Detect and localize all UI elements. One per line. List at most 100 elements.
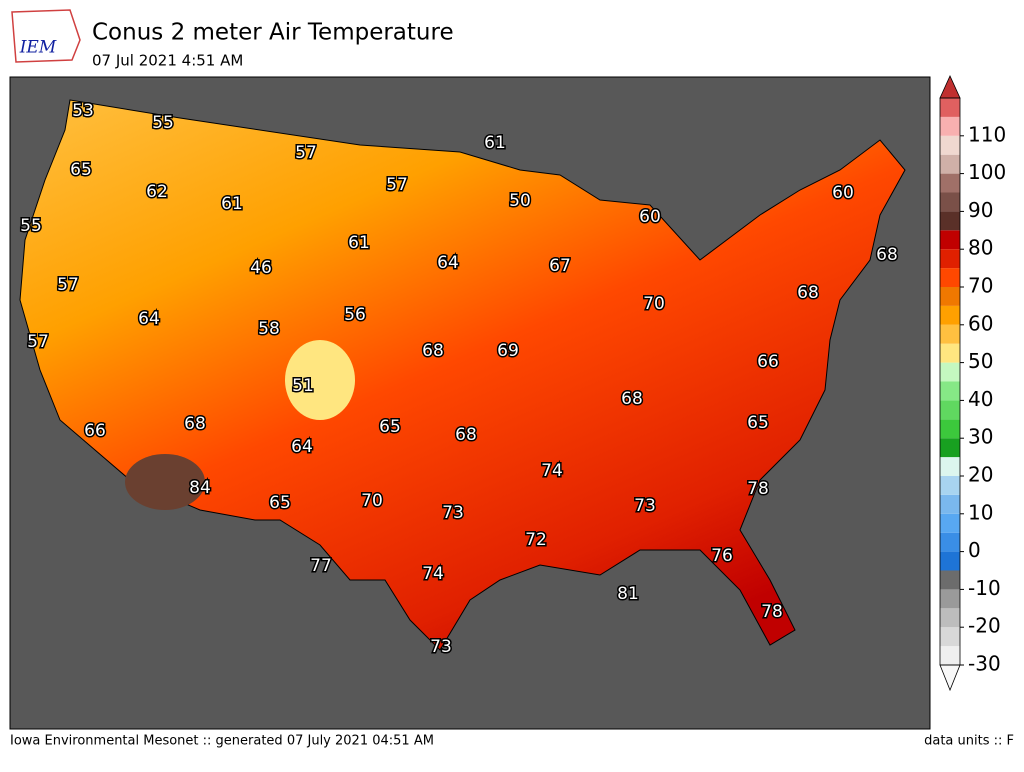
station-label: 60 bbox=[639, 207, 661, 227]
station-label: 55 bbox=[152, 113, 174, 133]
station-label: 76 bbox=[711, 546, 733, 566]
colorbar-segment bbox=[940, 116, 960, 136]
station-label: 78 bbox=[761, 602, 783, 622]
station-label: 68 bbox=[876, 245, 898, 265]
colorbar-tick-label: 70 bbox=[968, 274, 993, 298]
colorbar-segment bbox=[940, 627, 960, 647]
colorbar-segment bbox=[940, 419, 960, 439]
cool-area bbox=[285, 340, 355, 420]
colorbar-segment bbox=[940, 230, 960, 250]
station-label: 57 bbox=[27, 332, 49, 352]
hot-area bbox=[125, 454, 205, 510]
colorbar-tick-label: 60 bbox=[968, 311, 993, 335]
station-label: 66 bbox=[84, 421, 106, 441]
colorbar-segment bbox=[940, 249, 960, 269]
station-label: 74 bbox=[541, 461, 563, 481]
station-label: 77 bbox=[310, 556, 332, 576]
colorbar-segment bbox=[940, 551, 960, 571]
colorbar: -30 -20 -10 0 10 20 30 40 50 60 70 80 90 100 110 bbox=[939, 75, 1006, 692]
logo-text: IEM bbox=[19, 38, 57, 58]
colorbar-segment bbox=[940, 343, 960, 363]
colorbar-segment bbox=[940, 324, 960, 344]
station-label: 68 bbox=[797, 283, 819, 303]
station-label: 57 bbox=[386, 175, 408, 195]
station-label: 53 bbox=[72, 101, 94, 121]
station-label: 65 bbox=[747, 413, 769, 433]
colorbar-segment bbox=[940, 192, 960, 212]
colorbar-segment bbox=[940, 211, 960, 231]
colorbar-segment bbox=[940, 268, 960, 287]
station-label: 60 bbox=[832, 183, 854, 203]
station-label: 55 bbox=[20, 216, 42, 236]
station-label: 81 bbox=[617, 584, 639, 604]
colorbar-tick-label: -10 bbox=[968, 576, 1001, 600]
station-label: 61 bbox=[484, 133, 506, 153]
colorbar-segment bbox=[940, 400, 960, 420]
colorbar-tick-label: 110 bbox=[968, 122, 1006, 146]
station-label: 66 bbox=[757, 352, 779, 372]
station-label: 50 bbox=[509, 191, 531, 211]
colorbar-segment bbox=[940, 305, 960, 325]
colorbar-segment bbox=[940, 457, 960, 476]
station-label: 70 bbox=[361, 491, 383, 511]
colorbar-tick-label: 90 bbox=[968, 198, 993, 222]
station-label: 57 bbox=[57, 275, 79, 295]
station-label: 73 bbox=[442, 503, 464, 523]
station-label: 46 bbox=[250, 258, 272, 278]
station-label: 64 bbox=[291, 437, 313, 457]
station-label: 84 bbox=[189, 478, 211, 498]
colorbar-segment bbox=[940, 476, 960, 495]
colorbar-border bbox=[939, 97, 961, 666]
station-label: 64 bbox=[138, 309, 160, 329]
station-label: 64 bbox=[437, 253, 459, 273]
station-label: 56 bbox=[344, 305, 366, 325]
colorbar-segment bbox=[940, 362, 960, 382]
station-label: 65 bbox=[269, 493, 291, 513]
colorbar-tick-label: 0 bbox=[968, 538, 981, 562]
title: Conus 2 meter Air Temperature bbox=[92, 20, 454, 46]
station-label: 67 bbox=[549, 256, 571, 276]
colorbar-tick-label: 10 bbox=[968, 500, 993, 524]
colorbar-segment bbox=[940, 173, 960, 193]
colorbar-segment bbox=[940, 287, 960, 306]
station-label: 61 bbox=[348, 233, 370, 253]
station-label: 73 bbox=[634, 496, 656, 516]
station-label: 58 bbox=[258, 319, 280, 339]
colorbar-segment bbox=[940, 646, 960, 665]
colorbar-segment bbox=[940, 438, 960, 458]
colorbar-segment bbox=[940, 589, 960, 609]
footer-left: Iowa Environmental Mesonet :: generated … bbox=[10, 734, 434, 749]
subtitle: 07 Jul 2021 4:51 AM bbox=[92, 52, 243, 70]
station-label: 78 bbox=[747, 479, 769, 499]
footer-right: data units :: F bbox=[924, 734, 1014, 749]
colorbar-tick-label: 100 bbox=[968, 160, 1006, 184]
station-labels: 53 55 57 61 65 62 61 57 50 60 60 55 61 64 67 68 46 57 64 56… bbox=[19, 100, 900, 659]
logo: IEM bbox=[11, 9, 81, 63]
colorbar-segment bbox=[940, 494, 960, 514]
colorbar-segment bbox=[940, 608, 960, 628]
colorbar-under bbox=[939, 664, 961, 692]
station-label: 61 bbox=[221, 194, 243, 214]
colorbar-tick-label: 30 bbox=[968, 425, 993, 449]
station-label: 62 bbox=[146, 182, 168, 202]
station-label: 73 bbox=[430, 637, 452, 657]
station-label: 57 bbox=[295, 143, 317, 163]
station-label: 72 bbox=[525, 530, 547, 550]
colorbar-segment bbox=[940, 381, 960, 401]
colorbar-segment bbox=[940, 513, 960, 533]
colorbar-tick-label: 80 bbox=[968, 236, 993, 260]
station-label: 74 bbox=[422, 564, 444, 584]
colorbar-segment bbox=[940, 570, 960, 590]
colorbar-tick-label: 50 bbox=[968, 349, 993, 373]
station-label: 65 bbox=[70, 160, 92, 180]
station-label: 65 bbox=[379, 417, 401, 437]
station-label: 68 bbox=[455, 425, 477, 445]
colorbar-segment bbox=[940, 154, 960, 174]
colorbar-tick-label: 20 bbox=[968, 463, 993, 487]
station-label: 51 bbox=[292, 376, 314, 396]
colorbar-tick-label: -20 bbox=[968, 614, 1001, 638]
colorbar-segment bbox=[940, 135, 960, 155]
colorbar-segment bbox=[940, 532, 960, 552]
